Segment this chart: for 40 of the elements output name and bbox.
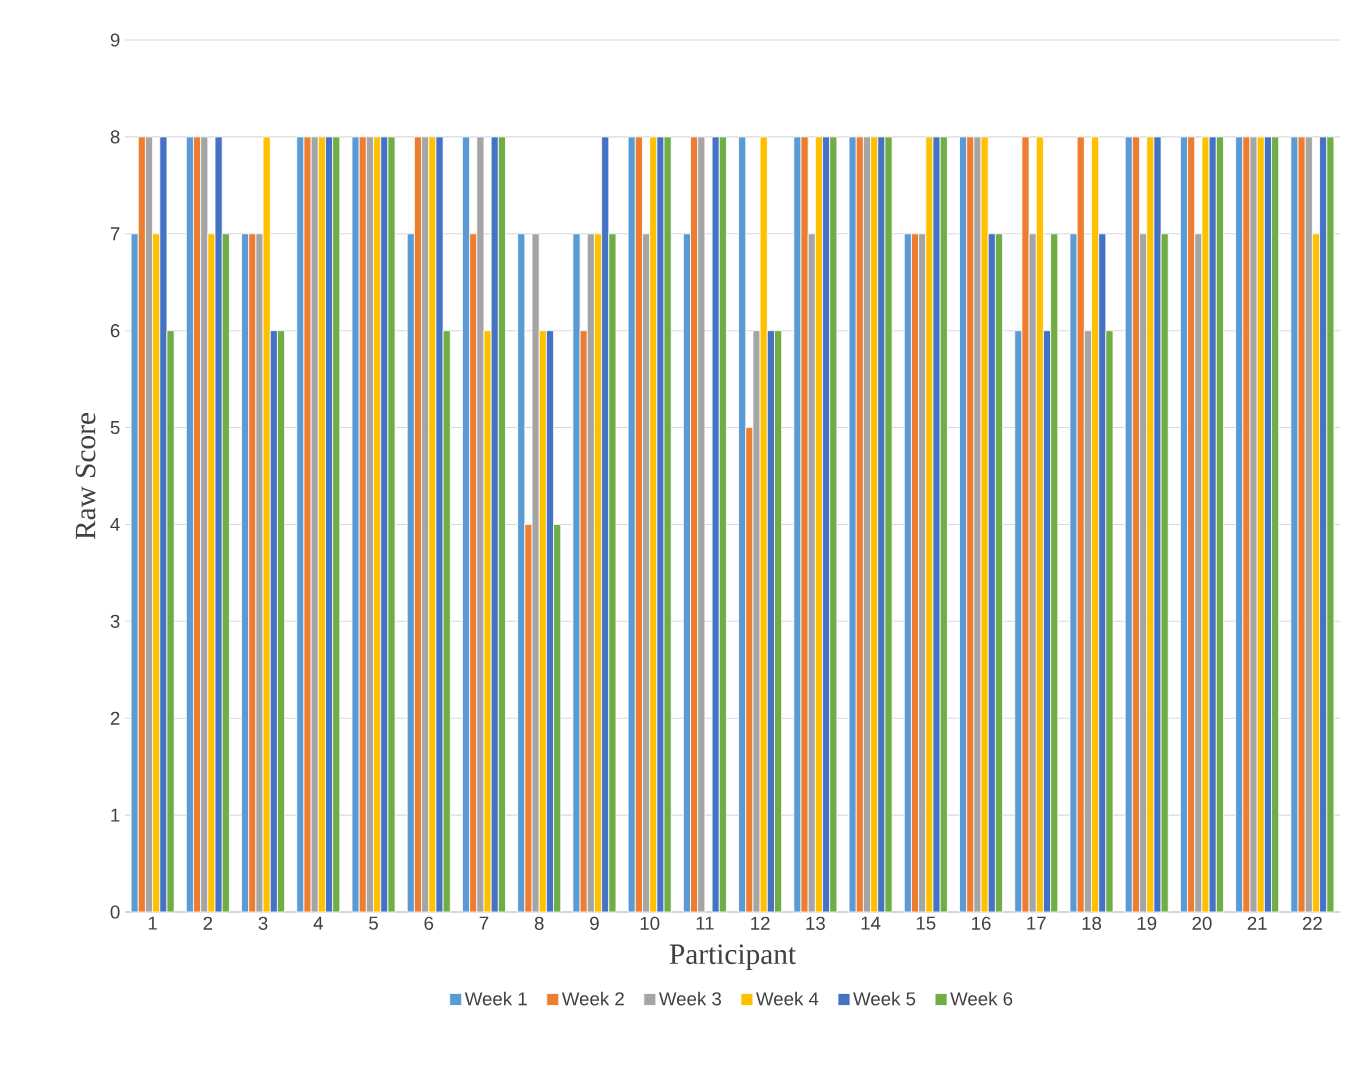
x-tick-label: 15 bbox=[916, 916, 936, 930]
legend-label: Week 2 bbox=[561, 991, 624, 1006]
y-tick-label: 8 bbox=[110, 130, 120, 144]
y-tick-label: 6 bbox=[110, 324, 120, 338]
x-tick-label: 2 bbox=[203, 916, 213, 930]
x-tick-label: 5 bbox=[369, 916, 378, 930]
legend-label: Week 3 bbox=[658, 991, 721, 1006]
legend-label: Week 4 bbox=[756, 991, 819, 1006]
y-tick-label: 1 bbox=[111, 808, 120, 822]
x-tick-label: 21 bbox=[1247, 916, 1267, 930]
x-tick-label: 4 bbox=[313, 916, 323, 930]
y-tick-label: 2 bbox=[110, 711, 120, 725]
x-tick-label: 10 bbox=[640, 916, 660, 930]
x-tick-label: 19 bbox=[1137, 916, 1157, 930]
y-tick-label: 7 bbox=[110, 227, 120, 241]
x-tick-label: 18 bbox=[1082, 916, 1102, 930]
x-tick-label: 16 bbox=[972, 916, 991, 930]
y-tick-label: 5 bbox=[110, 421, 120, 435]
x-tick-label: 1 bbox=[148, 916, 157, 930]
y-tick-label: 4 bbox=[110, 518, 120, 531]
y-tick-label: 3 bbox=[110, 614, 120, 628]
x-axis-title: Participant bbox=[669, 944, 796, 971]
x-tick-label: 9 bbox=[590, 916, 599, 930]
legend-label: Week 1 bbox=[464, 991, 527, 1006]
legend-label: Week 6 bbox=[950, 991, 1013, 1006]
x-tick-label: 14 bbox=[861, 916, 881, 930]
x-tick-label: 7 bbox=[479, 916, 489, 930]
x-tick-label: 17 bbox=[1027, 916, 1046, 930]
x-tick-label: 20 bbox=[1192, 916, 1212, 930]
x-tick-label: 22 bbox=[1302, 916, 1322, 930]
x-tick-label: 11 bbox=[696, 916, 714, 930]
y-tick-label: 0 bbox=[110, 905, 120, 919]
y-axis-title: Raw Score bbox=[75, 413, 96, 540]
x-tick-label: 8 bbox=[534, 916, 544, 930]
x-tick-label: 3 bbox=[258, 916, 268, 930]
legend-label: Week 5 bbox=[853, 991, 916, 1006]
x-tick-label: 13 bbox=[806, 916, 825, 930]
x-tick-label: 6 bbox=[424, 916, 434, 930]
y-tick-label: 9 bbox=[110, 33, 120, 47]
x-tick-label: 12 bbox=[751, 916, 770, 930]
